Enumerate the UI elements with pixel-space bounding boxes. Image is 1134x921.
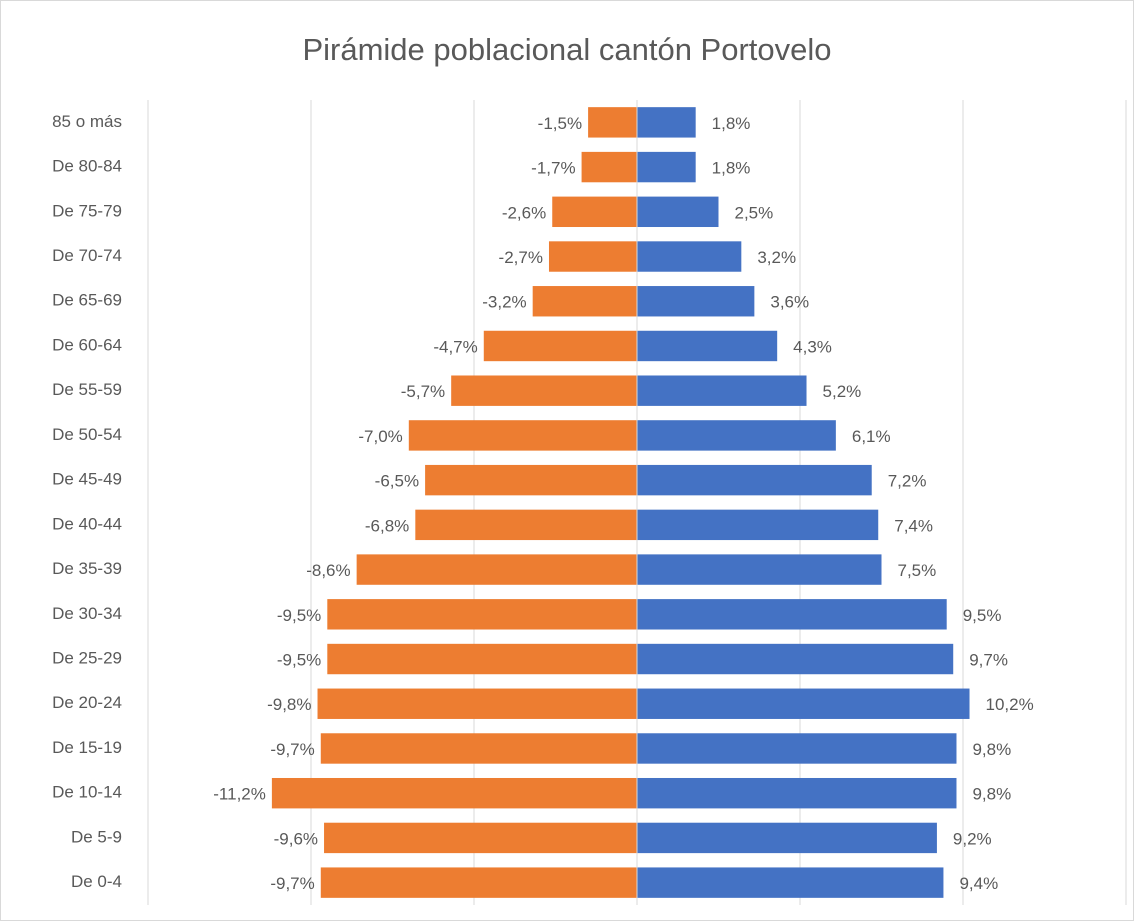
y-tick-label: De 25-29 [52,649,122,668]
data-label: -9,5% [277,651,321,670]
y-tick-label: De 15-19 [52,738,122,757]
bar [532,286,637,317]
data-label: -9,8% [267,695,311,714]
y-tick-label: De 65-69 [52,291,122,310]
y-tick-label: 85 o más [52,112,122,131]
y-tick-label: De 30-34 [52,604,122,623]
bar [483,330,637,362]
data-label: -3,2% [482,293,526,312]
bar [637,420,836,451]
y-tick-label: De 0-4 [71,872,122,891]
data-label: 9,8% [972,785,1011,804]
data-label: 7,2% [888,472,927,491]
data-label: -6,8% [365,516,409,535]
bar [637,330,778,362]
bar [415,509,637,541]
y-tick-label: De 35-39 [52,559,122,578]
bar [637,241,742,272]
y-tick-label: De 40-44 [52,514,122,533]
data-label: -1,7% [531,159,575,178]
data-label: 1,8% [712,114,751,133]
y-tick-label: De 70-74 [52,246,122,265]
bar [637,107,696,138]
bar [581,151,637,183]
bar [637,643,954,675]
data-label: -7,0% [358,427,402,446]
data-label: 1,8% [712,159,751,178]
data-label: -2,6% [502,203,546,222]
y-tick-label: De 60-64 [52,335,122,354]
bar [317,688,637,719]
data-label: 9,7% [969,651,1008,670]
data-label: -11,2% [213,785,266,804]
bar [552,196,637,228]
data-label: 6,1% [852,427,891,446]
bar [637,286,755,317]
y-tick-label: De 45-49 [52,470,122,489]
bar [271,777,637,809]
data-label: -1,5% [538,114,582,133]
y-tick-label: De 80-84 [52,157,122,176]
data-label: -8,6% [306,561,350,580]
data-label: 9,8% [972,740,1011,759]
bar [637,688,970,719]
bar [408,420,637,451]
y-tick-label: De 20-24 [52,693,122,712]
data-label: 2,5% [735,203,774,222]
bar [637,196,719,228]
data-label: 7,5% [898,561,937,580]
data-label: -2,7% [499,248,543,267]
bar [548,241,637,272]
bar [637,554,882,585]
data-label: -5,7% [401,382,445,401]
bar [637,822,937,854]
data-label: 3,2% [757,248,796,267]
bar [356,554,637,585]
bar [327,599,637,630]
bar [324,822,637,854]
y-tick-label: De 55-59 [52,380,122,399]
data-label: 9,2% [953,829,992,848]
data-label: 9,4% [959,874,998,893]
data-label: 10,2% [986,695,1034,714]
bar [451,375,637,406]
data-label: -9,5% [277,606,321,625]
data-label: -9,7% [270,874,314,893]
bar [425,464,637,496]
bar [320,733,637,764]
bar [320,867,637,898]
data-label: -4,7% [433,337,477,356]
data-label: 7,4% [894,516,933,535]
y-tick-label: De 75-79 [52,201,122,220]
data-label: 3,6% [770,293,809,312]
data-label: -9,7% [270,740,314,759]
bar [637,733,957,764]
y-tick-label: De 50-54 [52,425,122,444]
y-tick-label: De 10-14 [52,783,122,802]
bar [637,464,872,496]
data-label: 4,3% [793,337,832,356]
bar [637,599,947,630]
data-label: 9,5% [963,606,1002,625]
data-label: 5,2% [823,382,862,401]
bar [637,151,696,183]
bar [327,643,637,675]
data-label: -6,5% [375,472,419,491]
y-tick-label: De 5-9 [71,827,122,846]
bar [637,867,944,898]
chart-title: Pirámide poblacional cantón Portovelo [302,32,831,67]
bar [588,107,637,138]
bar [637,509,879,541]
data-label: -9,6% [274,829,318,848]
bar [637,777,957,809]
bar [637,375,807,406]
